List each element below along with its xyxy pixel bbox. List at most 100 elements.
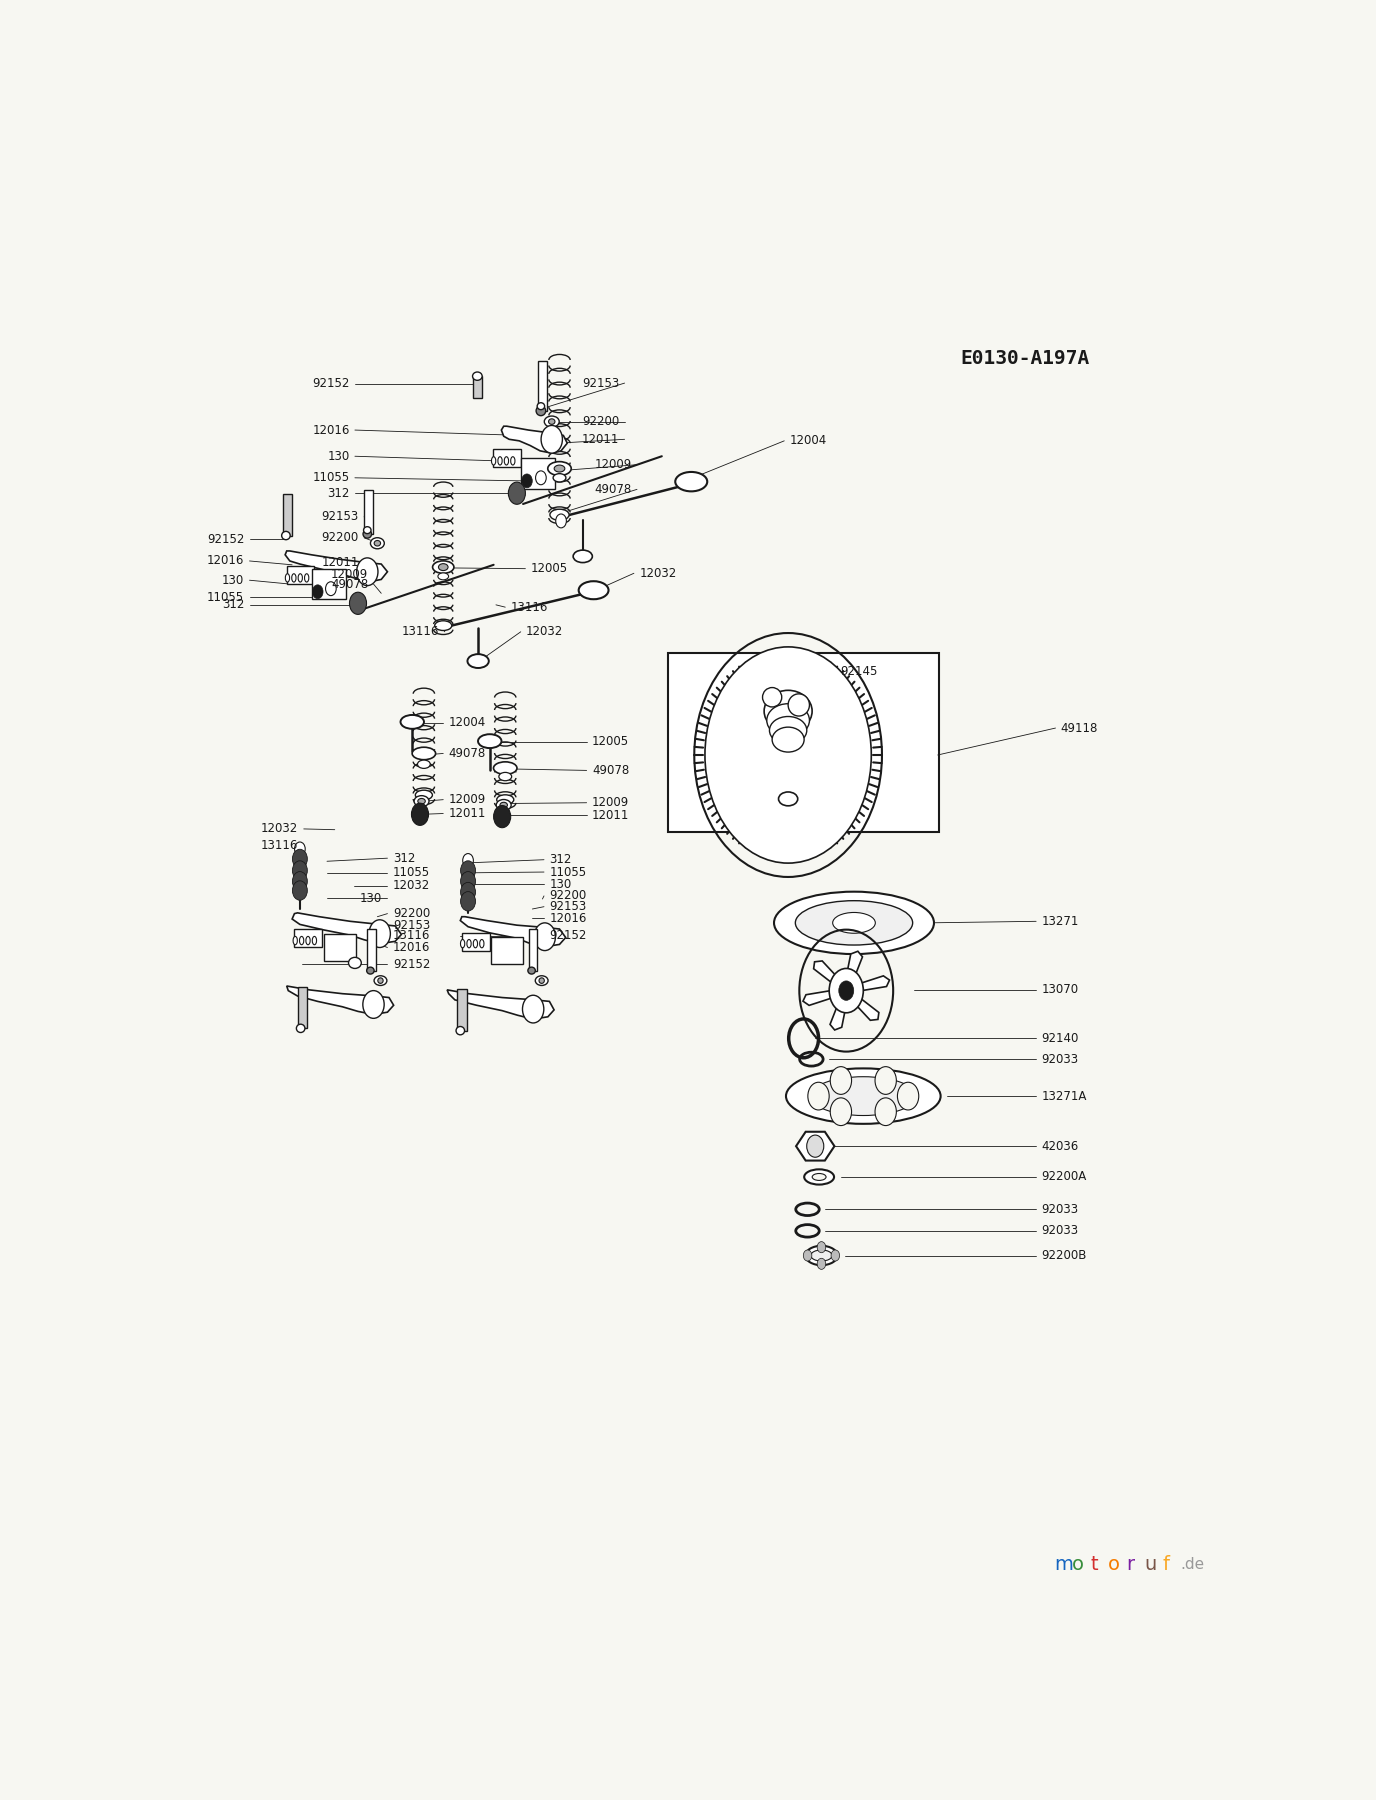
Text: 312: 312: [549, 853, 571, 866]
Text: 92140: 92140: [1042, 1031, 1079, 1044]
Ellipse shape: [555, 464, 564, 472]
Text: 130: 130: [361, 891, 383, 905]
Text: 49078: 49078: [449, 747, 486, 760]
Circle shape: [830, 1067, 852, 1094]
Circle shape: [363, 990, 384, 1019]
Text: 13116: 13116: [392, 929, 431, 943]
Bar: [294, 929, 322, 947]
Text: 130: 130: [327, 450, 350, 463]
Ellipse shape: [473, 940, 477, 949]
Text: 11055: 11055: [312, 472, 350, 484]
Polygon shape: [501, 427, 567, 454]
Ellipse shape: [312, 936, 316, 945]
Ellipse shape: [832, 913, 875, 932]
Text: 130: 130: [222, 574, 244, 587]
Ellipse shape: [810, 1249, 832, 1262]
Text: 42036: 42036: [1042, 1139, 1079, 1152]
Text: 92153: 92153: [322, 509, 359, 522]
Text: 12009: 12009: [449, 794, 486, 806]
Text: r: r: [1127, 1555, 1135, 1573]
Text: u: u: [1145, 1555, 1157, 1573]
Polygon shape: [813, 961, 841, 985]
Text: 12011: 12011: [582, 432, 619, 446]
Text: 12009: 12009: [594, 459, 632, 472]
Ellipse shape: [810, 1076, 916, 1116]
Text: 12005: 12005: [531, 562, 568, 576]
Text: 92152: 92152: [549, 929, 586, 943]
Bar: [473, 376, 482, 398]
Text: 13070: 13070: [1042, 983, 1079, 997]
Text: 130: 130: [549, 878, 571, 891]
Ellipse shape: [439, 563, 449, 571]
Circle shape: [461, 860, 476, 880]
Text: 13271A: 13271A: [1042, 1089, 1087, 1103]
Ellipse shape: [374, 976, 387, 985]
Polygon shape: [797, 1132, 834, 1161]
Ellipse shape: [432, 562, 454, 574]
Text: E0130-A197A: E0130-A197A: [960, 349, 1090, 367]
Ellipse shape: [764, 691, 812, 733]
Ellipse shape: [480, 940, 484, 949]
Circle shape: [508, 482, 526, 504]
Text: 13116: 13116: [510, 601, 548, 614]
Ellipse shape: [497, 796, 513, 805]
Circle shape: [831, 1249, 839, 1262]
Ellipse shape: [504, 457, 509, 464]
Text: 92200: 92200: [582, 416, 619, 428]
Text: 11055: 11055: [549, 866, 586, 878]
Text: 92152: 92152: [312, 378, 350, 391]
Circle shape: [535, 472, 546, 484]
Bar: [323, 934, 356, 961]
Text: 12032: 12032: [261, 823, 299, 835]
Bar: [365, 490, 373, 535]
Bar: [311, 569, 345, 599]
Circle shape: [461, 871, 476, 891]
Ellipse shape: [769, 716, 806, 743]
Circle shape: [369, 920, 391, 947]
Text: f: f: [1163, 1555, 1170, 1573]
Ellipse shape: [461, 940, 465, 949]
Ellipse shape: [466, 940, 471, 949]
Ellipse shape: [363, 529, 372, 538]
Text: 49078: 49078: [330, 578, 369, 590]
Ellipse shape: [539, 977, 545, 983]
Circle shape: [541, 425, 563, 454]
Ellipse shape: [494, 761, 517, 774]
Ellipse shape: [548, 461, 571, 475]
Text: o: o: [1108, 1555, 1120, 1573]
Ellipse shape: [435, 621, 451, 630]
Polygon shape: [852, 995, 879, 1021]
Ellipse shape: [549, 419, 555, 425]
Text: 13116: 13116: [402, 625, 439, 639]
Circle shape: [294, 842, 305, 855]
Bar: [520, 457, 555, 488]
Circle shape: [494, 806, 510, 828]
Ellipse shape: [772, 727, 804, 752]
Ellipse shape: [766, 704, 809, 736]
Text: 12032: 12032: [526, 625, 563, 639]
Text: 49078: 49078: [592, 763, 629, 778]
Text: 312: 312: [222, 598, 244, 612]
Ellipse shape: [550, 509, 570, 520]
Ellipse shape: [292, 574, 296, 581]
Circle shape: [556, 515, 567, 527]
Polygon shape: [447, 990, 555, 1019]
Bar: [297, 986, 307, 1028]
Ellipse shape: [300, 936, 304, 945]
Ellipse shape: [414, 796, 429, 806]
Ellipse shape: [413, 747, 436, 760]
Text: t: t: [1090, 1555, 1098, 1573]
Text: 11055: 11055: [206, 590, 244, 603]
Ellipse shape: [498, 457, 502, 464]
Ellipse shape: [812, 1174, 826, 1181]
Bar: [367, 929, 376, 970]
Ellipse shape: [537, 403, 545, 410]
Ellipse shape: [535, 976, 548, 985]
Polygon shape: [846, 950, 863, 981]
Text: 92153: 92153: [549, 900, 586, 913]
Text: 49078: 49078: [594, 482, 632, 495]
Text: 12009: 12009: [592, 796, 629, 810]
Ellipse shape: [370, 538, 384, 549]
Ellipse shape: [417, 760, 431, 769]
Text: 12016: 12016: [206, 554, 244, 567]
